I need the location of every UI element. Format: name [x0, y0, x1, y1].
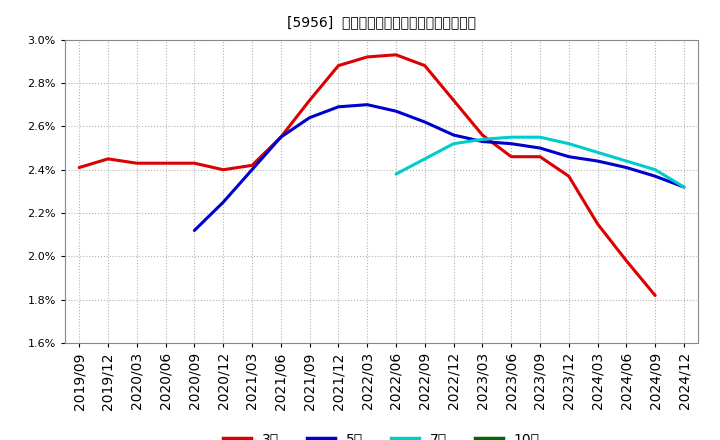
Legend: 3年, 5年, 7年, 10年: 3年, 5年, 7年, 10年 [218, 426, 545, 440]
Title: [5956]  当期純利益マージンの平均値の推移: [5956] 当期純利益マージンの平均値の推移 [287, 15, 476, 29]
